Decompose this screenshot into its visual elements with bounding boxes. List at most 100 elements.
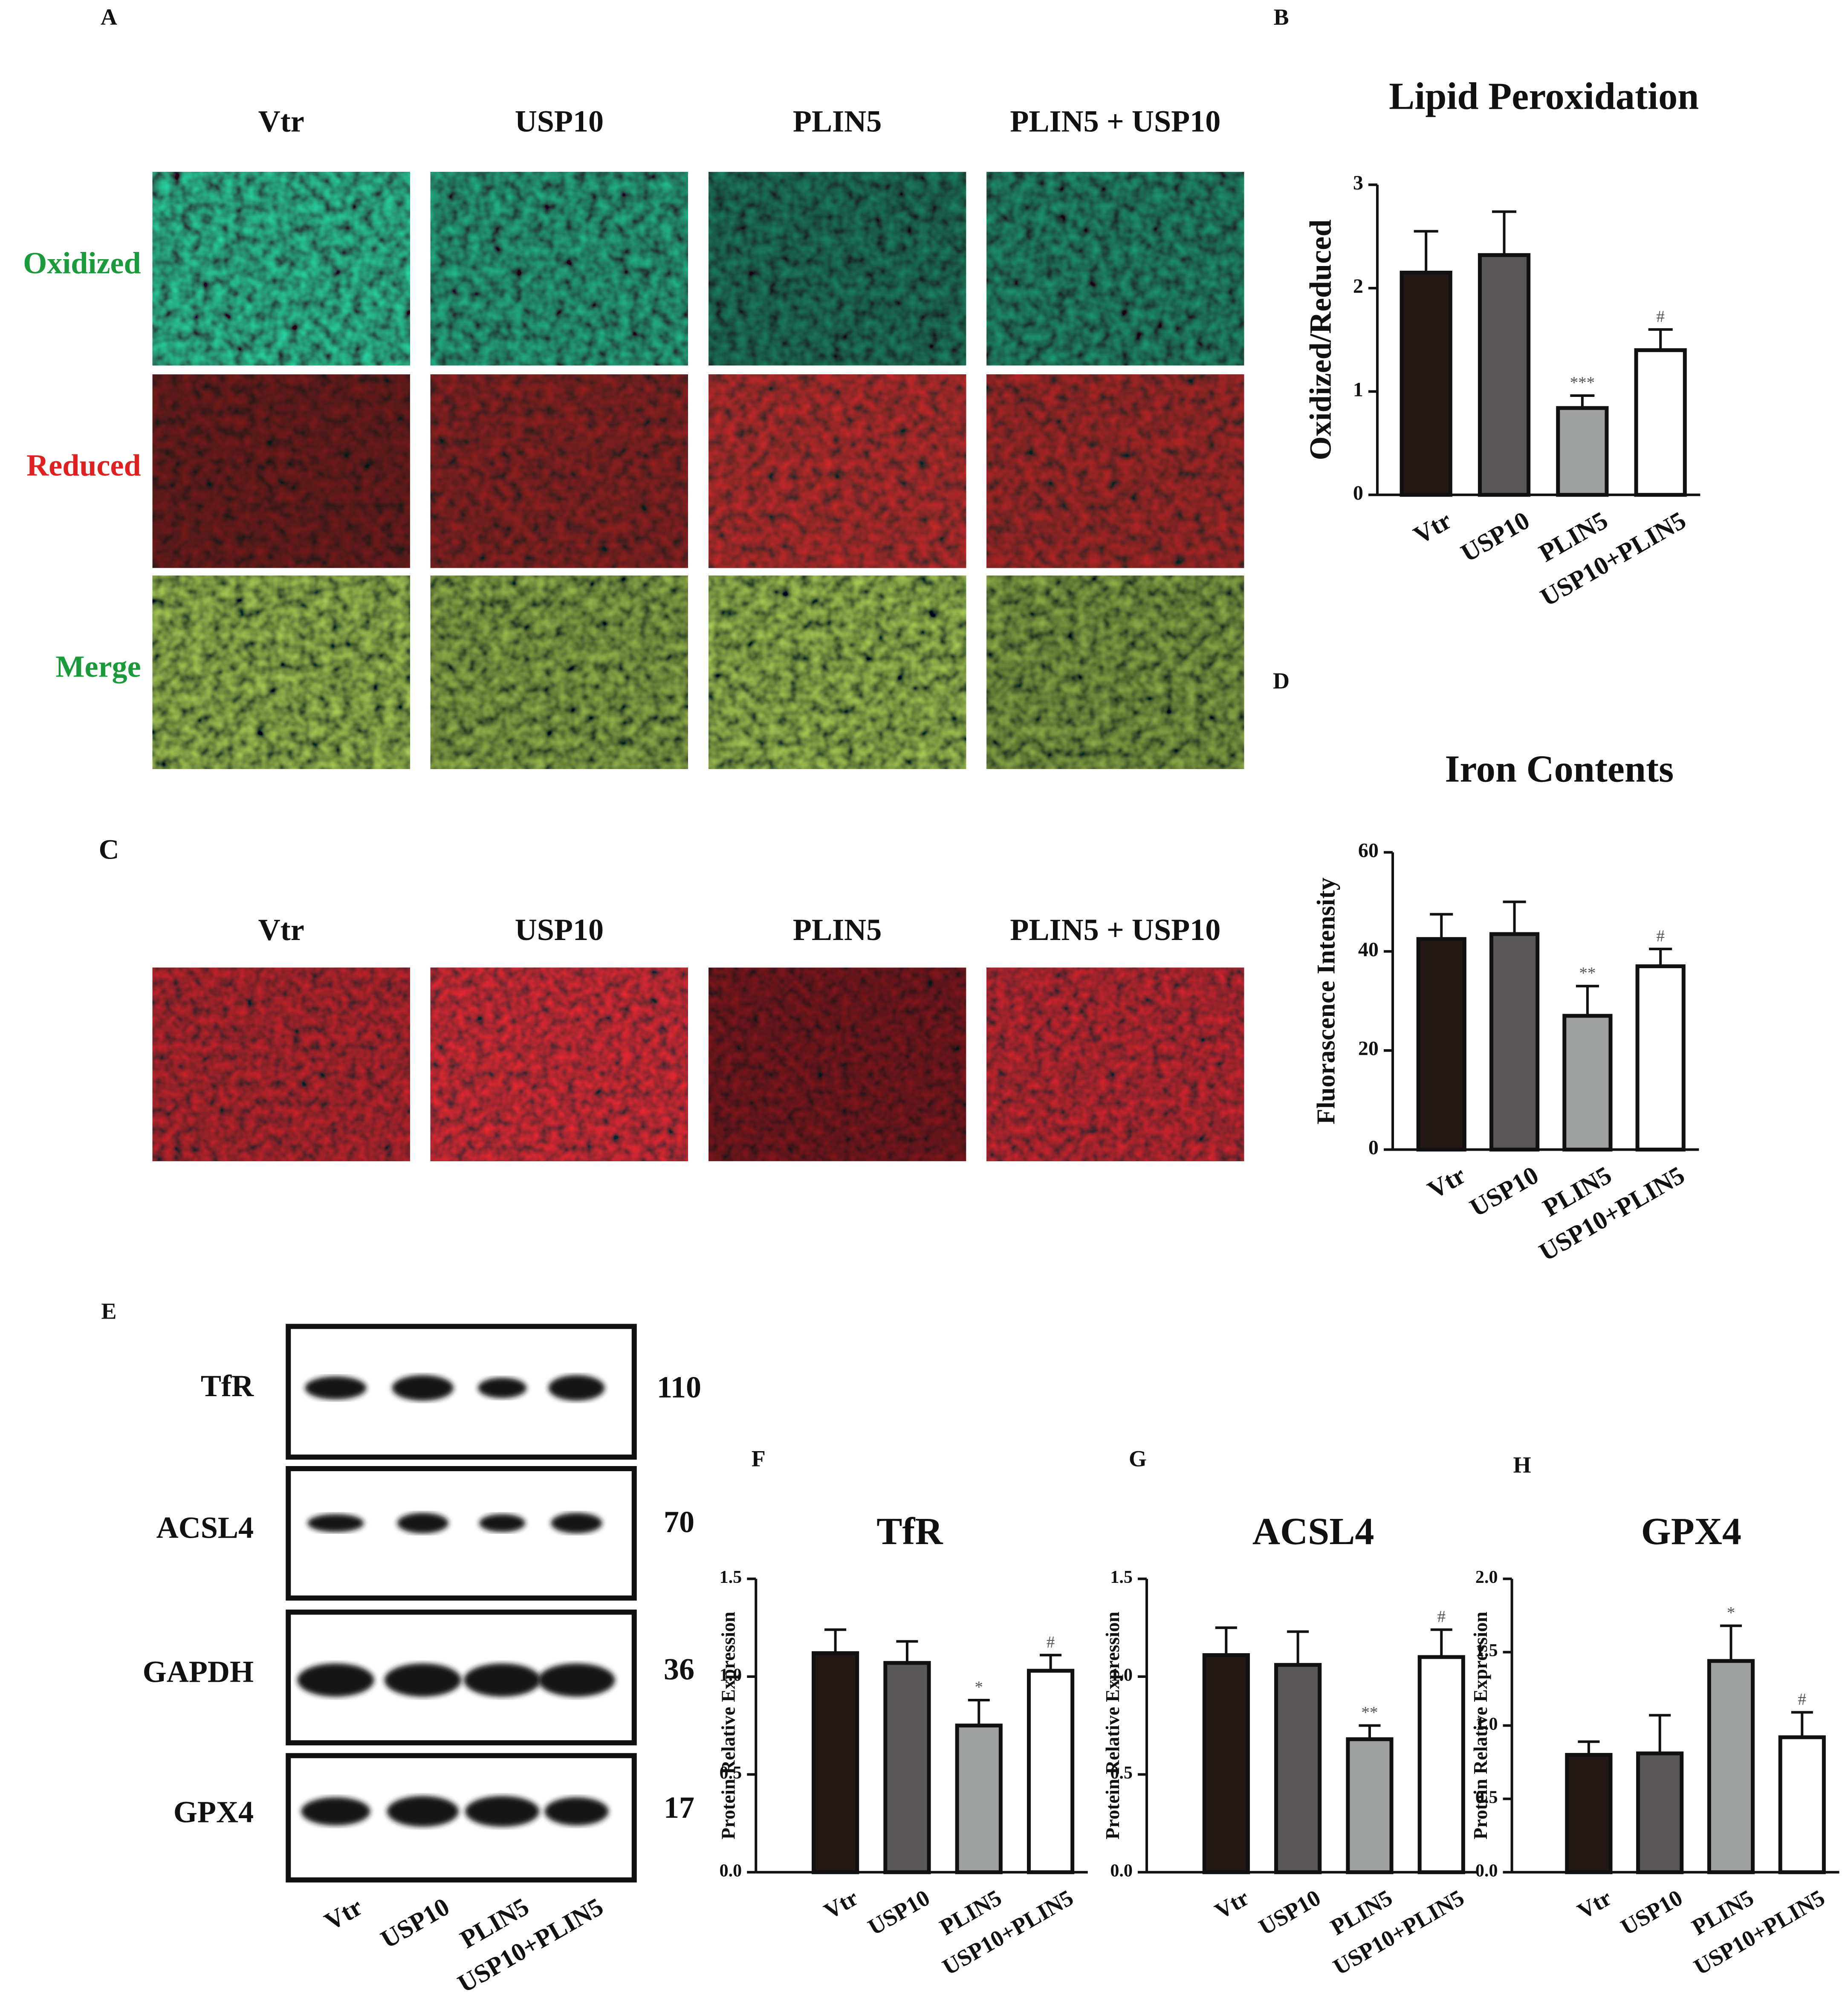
significance-label: ** — [1361, 1704, 1378, 1722]
significance-label: * — [975, 1678, 983, 1696]
blot-band — [544, 1797, 609, 1826]
protein-label: ACSL4 — [156, 1510, 254, 1545]
blot-band — [538, 1663, 615, 1697]
x-tick-label: Vtr — [1210, 1885, 1253, 1924]
row-label: Oxidized — [23, 246, 141, 280]
x-tick-label: USP10 — [1456, 506, 1535, 568]
y-tick-label: 0.5 — [720, 1763, 742, 1783]
y-tick-label: 3 — [1353, 171, 1363, 194]
bar — [1489, 932, 1540, 1152]
y-tick-label: 40 — [1358, 938, 1379, 961]
chart-title: TfR — [876, 1510, 943, 1553]
y-tick-label: 1.0 — [1475, 1714, 1498, 1734]
x-tick-label: Vtr — [1573, 1885, 1616, 1924]
column-header: USP10 — [515, 913, 604, 947]
column-header: USP10 — [515, 104, 604, 139]
bar — [1556, 406, 1609, 497]
y-axis-label: Fluorascence Intensity — [1312, 877, 1341, 1124]
micrograph — [986, 172, 1244, 366]
bar — [1636, 1751, 1684, 1874]
significance-label: # — [1798, 1690, 1807, 1709]
blot-band — [479, 1514, 526, 1532]
bar — [1707, 1659, 1755, 1874]
bar — [1417, 1655, 1465, 1874]
bar — [1416, 937, 1466, 1152]
lane-label: Vtr — [320, 1892, 367, 1936]
y-tick-label: 1 — [1353, 378, 1363, 401]
x-tick-label: USP10 — [1617, 1885, 1687, 1940]
kda-label: 110 — [657, 1370, 701, 1404]
x-tick-label: USP10 — [1465, 1161, 1544, 1223]
column-header: PLIN5 — [793, 104, 882, 139]
kda-label: 36 — [664, 1652, 694, 1686]
blot-band — [551, 1513, 602, 1533]
blot-frame — [286, 1466, 637, 1601]
panel-letter: E — [101, 1299, 116, 1324]
y-axis-label: Protein Relative Expression — [718, 1611, 739, 1839]
micrograph — [709, 576, 966, 769]
blot-band — [387, 1796, 459, 1827]
x-tick-label: USP10 — [864, 1885, 934, 1940]
y-tick-label: 1.5 — [1110, 1568, 1133, 1587]
blot-band — [301, 1797, 370, 1826]
significance-label: # — [1437, 1608, 1446, 1626]
lane-label: USP10 — [376, 1892, 454, 1954]
blot-band — [297, 1663, 374, 1697]
y-tick-label: 0 — [1353, 482, 1363, 504]
micrograph — [986, 967, 1244, 1161]
blot-band — [392, 1375, 454, 1401]
y-tick-label: 1.0 — [720, 1666, 742, 1685]
y-tick-label: 20 — [1358, 1037, 1379, 1060]
y-tick-label: 0.0 — [1110, 1861, 1133, 1880]
x-tick-label: Vtr — [1409, 506, 1457, 550]
panel-letter: D — [1273, 668, 1290, 694]
y-tick-label: 2 — [1353, 275, 1363, 298]
bar — [1778, 1735, 1826, 1874]
bar — [1478, 253, 1531, 497]
y-tick-label: 0.0 — [1475, 1861, 1498, 1880]
x-tick-label: Vtr — [1423, 1161, 1471, 1205]
micrograph — [152, 172, 410, 366]
bar — [1027, 1669, 1075, 1874]
bar — [1634, 348, 1687, 497]
micrograph — [152, 967, 410, 1161]
micrograph — [430, 172, 688, 366]
bar — [883, 1661, 931, 1874]
bar — [1400, 271, 1452, 497]
y-tick-label: 60 — [1358, 839, 1379, 862]
kda-label: 70 — [664, 1505, 694, 1539]
kda-label: 17 — [664, 1790, 694, 1825]
bar — [1562, 1014, 1613, 1152]
protein-label: GPX4 — [174, 1795, 254, 1829]
y-tick-label: 2.0 — [1475, 1568, 1498, 1587]
significance-label: # — [1656, 307, 1665, 326]
micrograph — [986, 374, 1244, 568]
bar — [1635, 964, 1686, 1152]
x-tick-label: USP10 — [1255, 1885, 1325, 1940]
panel-letter: F — [752, 1446, 766, 1471]
panel-letter: B — [1274, 4, 1289, 30]
micrograph — [709, 172, 966, 366]
y-tick-label: 1.5 — [720, 1568, 742, 1587]
bar — [1202, 1653, 1250, 1874]
chart-title: GPX4 — [1641, 1510, 1741, 1553]
chart-title: Iron Contents — [1445, 748, 1674, 790]
chart-title: Lipid Peroxidation — [1389, 75, 1699, 118]
significance-label: ** — [1579, 964, 1596, 982]
column-header: PLIN5 + USP10 — [1010, 104, 1220, 139]
panel-letter: A — [101, 4, 117, 30]
column-header: PLIN5 — [793, 913, 882, 947]
micrograph — [430, 967, 688, 1161]
micrograph — [152, 576, 410, 769]
bar — [955, 1724, 1003, 1874]
panel-letter: G — [1129, 1446, 1147, 1471]
y-tick-label: 0.5 — [1110, 1763, 1133, 1783]
significance-label: *** — [1570, 373, 1595, 392]
protein-label: TfR — [201, 1369, 254, 1403]
row-label: Merge — [55, 650, 141, 684]
blot-band — [478, 1377, 527, 1398]
blot-band — [397, 1513, 448, 1533]
panel-letter: C — [99, 834, 119, 865]
